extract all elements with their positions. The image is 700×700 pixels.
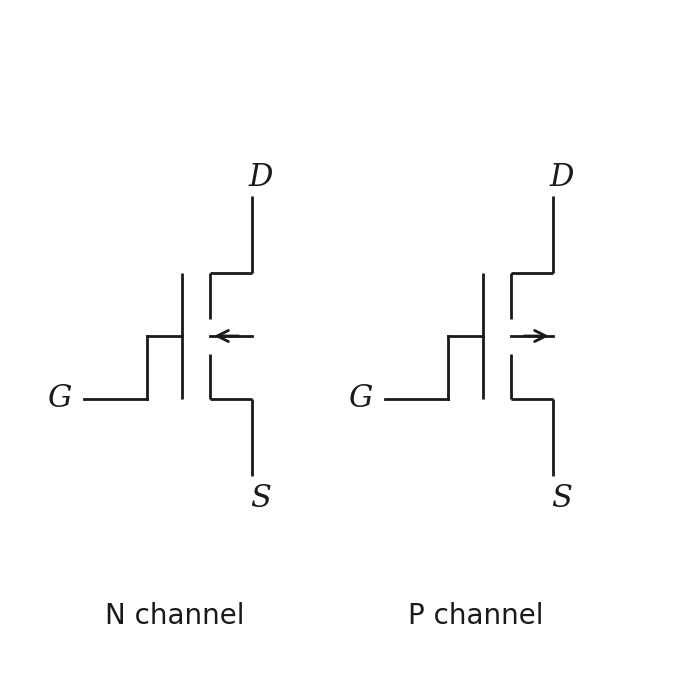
Text: D: D — [549, 162, 574, 193]
Text: D: D — [248, 162, 272, 193]
Text: S: S — [250, 483, 271, 514]
Text: G: G — [47, 384, 71, 414]
Text: G: G — [348, 384, 372, 414]
Text: P channel: P channel — [408, 602, 544, 630]
Text: S: S — [551, 483, 572, 514]
Text: N channel: N channel — [105, 602, 245, 630]
